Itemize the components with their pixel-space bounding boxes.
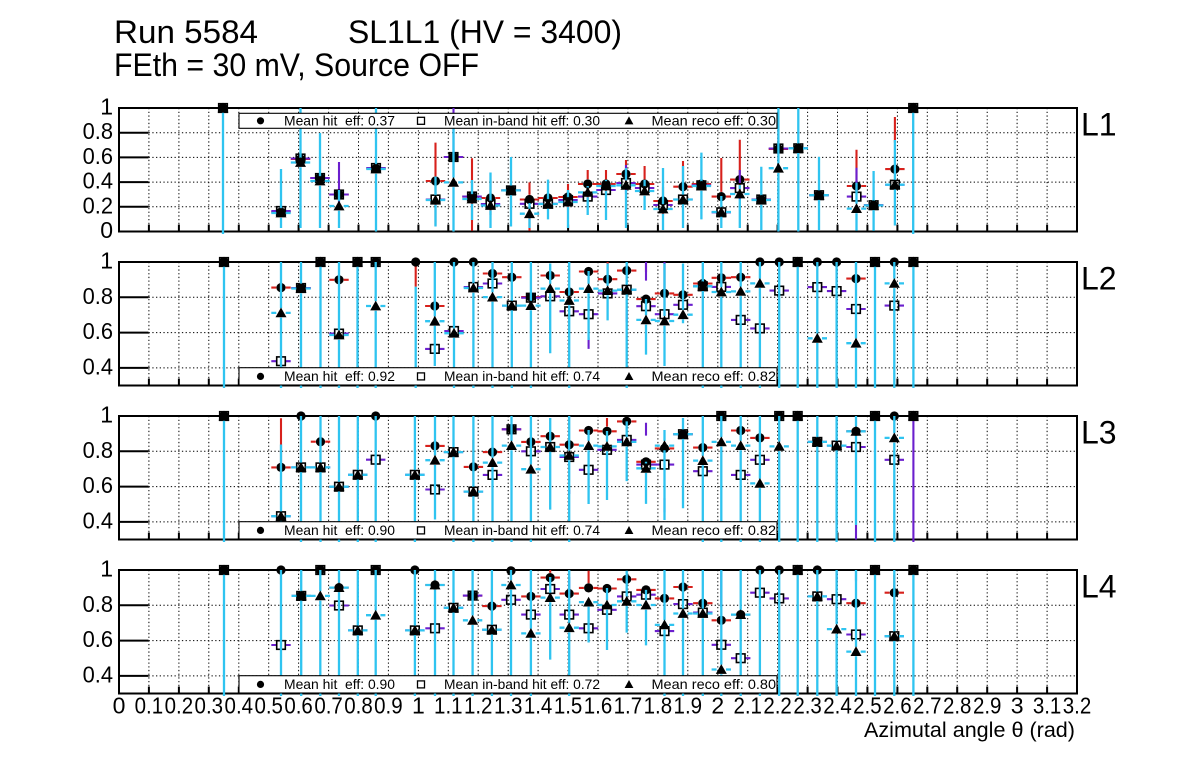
svg-text:0.6: 0.6 xyxy=(83,472,113,498)
svg-text:Mean hit eff: 0.92: Mean hit eff: 0.92 xyxy=(284,368,395,384)
svg-text:2.4: 2.4 xyxy=(823,693,852,719)
svg-text:Mean in-band hit eff: 0.72: Mean in-band hit eff: 0.72 xyxy=(444,676,600,692)
svg-text:3.2: 3.2 xyxy=(1063,693,1092,719)
svg-text:L1: L1 xyxy=(1081,107,1117,143)
svg-text:0.8: 0.8 xyxy=(83,118,113,144)
svg-text:2.9: 2.9 xyxy=(973,693,1002,719)
svg-text:Mean hit eff: 0.90: Mean hit eff: 0.90 xyxy=(284,676,395,692)
svg-text:1.4: 1.4 xyxy=(524,693,553,719)
svg-text:0.6: 0.6 xyxy=(83,318,113,344)
svg-text:3: 3 xyxy=(1011,693,1024,719)
svg-text:Mean reco eff: 0.30: Mean reco eff: 0.30 xyxy=(652,113,777,129)
svg-text:L4: L4 xyxy=(1081,569,1117,605)
svg-text:1.3: 1.3 xyxy=(494,693,523,719)
svg-text:1: 1 xyxy=(100,402,113,428)
svg-text:0.4: 0.4 xyxy=(83,661,114,687)
svg-text:0.5: 0.5 xyxy=(254,693,283,719)
svg-text:0.4: 0.4 xyxy=(225,693,254,719)
svg-text:0.1: 0.1 xyxy=(135,693,164,719)
svg-text:0.8: 0.8 xyxy=(83,283,113,309)
svg-text:2: 2 xyxy=(711,693,724,719)
svg-text:0.6: 0.6 xyxy=(284,693,313,719)
svg-text:0.4: 0.4 xyxy=(83,507,114,533)
svg-text:1.1: 1.1 xyxy=(434,693,463,719)
svg-text:2.5: 2.5 xyxy=(853,693,882,719)
svg-text:1.2: 1.2 xyxy=(464,693,493,719)
svg-text:Mean reco eff: 0.80: Mean reco eff: 0.80 xyxy=(652,676,777,692)
svg-text:Mean in-band hit eff: 0.30: Mean in-band hit eff: 0.30 xyxy=(444,113,600,129)
svg-text:1: 1 xyxy=(100,556,113,582)
svg-text:Mean in-band hit eff: 0.74: Mean in-band hit eff: 0.74 xyxy=(444,368,600,384)
svg-text:3.1: 3.1 xyxy=(1033,693,1062,719)
svg-text:Mean in-band hit eff: 0.74: Mean in-band hit eff: 0.74 xyxy=(444,522,600,538)
svg-text:Azimutal angle θ (rad): Azimutal angle θ (rad) xyxy=(864,719,1075,742)
svg-text:1.6: 1.6 xyxy=(584,693,613,719)
svg-text:0.4: 0.4 xyxy=(83,353,114,379)
svg-text:0.9: 0.9 xyxy=(374,693,403,719)
svg-text:0.4: 0.4 xyxy=(83,168,114,194)
svg-text:0: 0 xyxy=(113,693,126,719)
svg-text:Mean reco eff: 0.82: Mean reco eff: 0.82 xyxy=(652,522,777,538)
svg-text:1.5: 1.5 xyxy=(554,693,583,719)
svg-text:1: 1 xyxy=(100,248,113,274)
svg-text:2.2: 2.2 xyxy=(763,693,792,719)
svg-text:2.7: 2.7 xyxy=(913,693,942,719)
svg-text:Mean hit eff: 0.90: Mean hit eff: 0.90 xyxy=(284,522,395,538)
svg-text:1.9: 1.9 xyxy=(674,693,703,719)
svg-text:Run 5584: Run 5584 xyxy=(114,14,258,50)
svg-text:2.1: 2.1 xyxy=(733,693,762,719)
svg-text:0.3: 0.3 xyxy=(195,693,224,719)
svg-text:L2: L2 xyxy=(1081,261,1117,297)
svg-text:0.2: 0.2 xyxy=(83,192,113,218)
svg-text:0.8: 0.8 xyxy=(83,437,113,463)
svg-text:1.8: 1.8 xyxy=(644,693,673,719)
svg-text:0.7: 0.7 xyxy=(314,693,343,719)
svg-text:0.8: 0.8 xyxy=(344,693,373,719)
svg-text:0.2: 0.2 xyxy=(165,693,194,719)
svg-text:FEth = 30 mV, Source OFF: FEth = 30 mV, Source OFF xyxy=(114,47,479,83)
svg-text:0: 0 xyxy=(100,217,113,243)
svg-text:1: 1 xyxy=(412,693,425,719)
svg-text:L3: L3 xyxy=(1081,415,1117,451)
svg-text:Mean reco eff: 0.82: Mean reco eff: 0.82 xyxy=(652,368,777,384)
svg-text:2.6: 2.6 xyxy=(883,693,912,719)
svg-text:Mean hit eff: 0.37: Mean hit eff: 0.37 xyxy=(284,113,395,129)
svg-text:0.6: 0.6 xyxy=(83,143,113,169)
svg-text:2.3: 2.3 xyxy=(793,693,822,719)
svg-text:0.8: 0.8 xyxy=(83,591,113,617)
svg-text:2.8: 2.8 xyxy=(943,693,972,719)
svg-text:0.6: 0.6 xyxy=(83,626,113,652)
svg-text:1.7: 1.7 xyxy=(614,693,643,719)
svg-text:1: 1 xyxy=(100,94,113,120)
svg-text:SL1L1 (HV = 3400): SL1L1 (HV = 3400) xyxy=(348,14,622,50)
